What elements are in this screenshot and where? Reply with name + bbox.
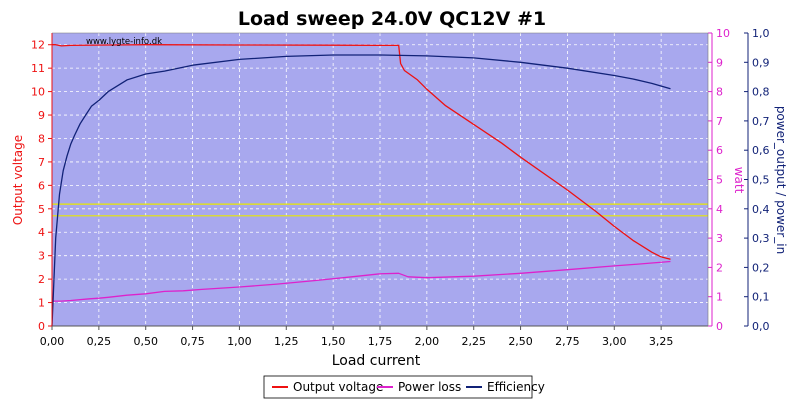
x-tick-label: 3,00 — [602, 335, 627, 348]
y-eff-tick-label: 0,2 — [752, 261, 770, 274]
legend-label: Output voltage — [293, 380, 383, 394]
chart-title: Load sweep 24.0V QC12V #1 — [238, 8, 546, 30]
y-left-tick-label: 5 — [38, 203, 45, 216]
y-left-tick-label: 0 — [38, 320, 45, 333]
y-left-tick-label: 10 — [31, 86, 45, 99]
x-axis-label: Load current — [332, 353, 421, 369]
legend-label: Efficiency — [487, 380, 545, 394]
series-line-efficiency — [51, 54, 671, 327]
x-tick-label: 0,75 — [180, 335, 205, 348]
reference-lines — [52, 203, 708, 217]
y-watt-tick-label: 2 — [716, 261, 723, 274]
x-tick-label: 2,00 — [415, 335, 440, 348]
x-tick-label: 2,50 — [508, 335, 533, 348]
y-left-tick-label: 6 — [38, 179, 45, 192]
y-eff-tick-label: 0,6 — [752, 144, 770, 157]
y-watt-tick-label: 1 — [716, 291, 723, 304]
y-watt-tick-label: 3 — [716, 232, 723, 245]
x-tick-label: 2,75 — [555, 335, 580, 348]
axes: 0,00 0,25 0,50 0,75 1,00 1,25 1,50 1,75 2,00 2,25… — [31, 27, 770, 348]
series-line-output-voltage — [52, 44, 671, 260]
y-left-tick-label: 9 — [38, 109, 45, 122]
y-watt-tick-label: 5 — [716, 174, 723, 187]
y-watt-tick-label: 9 — [716, 56, 723, 69]
y-axis-watt-label: watt — [732, 167, 746, 194]
y-left-tick-label: 1 — [38, 297, 45, 310]
x-tick-label: 0,50 — [133, 335, 158, 348]
x-tick-label: 0,25 — [87, 335, 112, 348]
y-eff-tick-label: 0,0 — [752, 320, 770, 333]
y-left-tick-label: 12 — [31, 39, 45, 52]
y-axis-eff-label: power_output / power_in — [774, 106, 788, 254]
y-watt-tick-label: 10 — [716, 27, 730, 40]
y-left-tick-label: 4 — [38, 226, 45, 239]
y-eff-tick-label: 0,9 — [752, 56, 770, 69]
x-tick-label: 1,50 — [321, 335, 346, 348]
x-tick-label: 1,75 — [368, 335, 393, 348]
x-tick-label: 2,25 — [461, 335, 486, 348]
y-eff-tick-label: 0,1 — [752, 291, 770, 304]
legend: Output voltage Power loss Efficiency — [263, 375, 545, 399]
y-left-tick-label: 7 — [38, 156, 45, 169]
y-left-tick-label: 3 — [38, 250, 45, 263]
series-line-power-loss — [52, 260, 671, 302]
y-left-tick-label: 8 — [38, 132, 45, 145]
legend-label: Power loss — [398, 380, 461, 394]
y-watt-tick-label: 4 — [716, 203, 723, 216]
y-eff-tick-label: 0,8 — [752, 86, 770, 99]
y-eff-tick-label: 0,7 — [752, 115, 770, 128]
watermark: www.lygte-info.dk — [86, 37, 162, 47]
legend-box — [263, 375, 533, 399]
x-tick-label: 1,25 — [274, 335, 299, 348]
y-watt-tick-label: 6 — [716, 144, 723, 157]
y-eff-tick-label: 0,5 — [752, 174, 770, 187]
y-watt-tick-label: 8 — [716, 86, 723, 99]
y-axis-left-label: Output voltage — [11, 135, 25, 225]
y-watt-tick-label: 7 — [716, 115, 723, 128]
x-tick-label: 0,00 — [40, 335, 65, 348]
y-eff-tick-label: 0,3 — [752, 232, 770, 245]
x-tick-label: 1,00 — [227, 335, 252, 348]
y-watt-tick-label: 0 — [716, 320, 723, 333]
y-left-tick-label: 2 — [38, 273, 45, 286]
y-eff-tick-label: 0,4 — [752, 203, 770, 216]
y-eff-tick-label: 1,0 — [752, 27, 770, 40]
series-layer — [51, 44, 671, 327]
y-left-tick-label: 11 — [31, 62, 45, 75]
x-tick-label: 3,25 — [649, 335, 674, 348]
